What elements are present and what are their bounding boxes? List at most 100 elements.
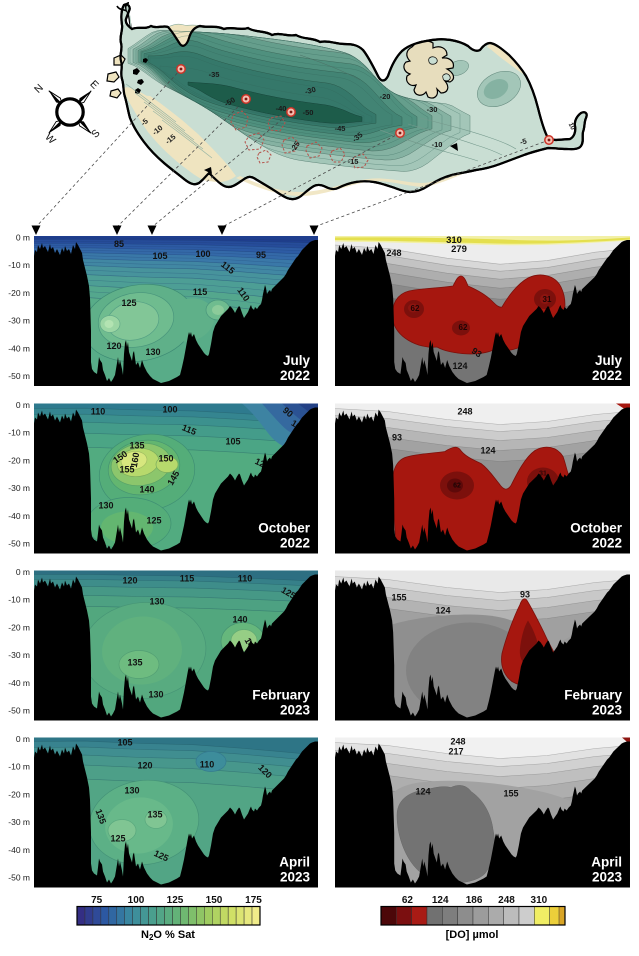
svg-text:130: 130 — [148, 690, 163, 700]
svg-text:124: 124 — [415, 787, 430, 797]
svg-text:October: October — [258, 521, 311, 536]
svg-text:-35: -35 — [209, 70, 220, 79]
svg-text:310: 310 — [446, 235, 462, 246]
svg-text:62: 62 — [411, 304, 420, 313]
svg-text:-15: -15 — [348, 157, 359, 166]
svg-text:0 m: 0 m — [16, 567, 30, 577]
svg-text:2022: 2022 — [592, 368, 622, 383]
svg-text:-5: -5 — [139, 116, 150, 127]
svg-text:217: 217 — [448, 747, 463, 757]
svg-text:135: 135 — [127, 658, 142, 668]
svg-text:115: 115 — [180, 574, 195, 584]
svg-text:105: 105 — [225, 437, 240, 447]
svg-text:85: 85 — [114, 239, 124, 249]
svg-text:130: 130 — [124, 786, 139, 796]
svg-text:90: 90 — [281, 405, 295, 419]
svg-text:2023: 2023 — [280, 870, 311, 885]
svg-text:100: 100 — [195, 249, 210, 259]
svg-text:62: 62 — [453, 483, 461, 490]
svg-text:-20: -20 — [380, 92, 391, 101]
svg-text:100: 100 — [162, 405, 177, 415]
svg-text:124: 124 — [480, 446, 495, 456]
svg-text:31: 31 — [539, 471, 547, 478]
svg-text:-10 m: -10 m — [8, 428, 30, 438]
svg-text:2022: 2022 — [280, 536, 310, 551]
svg-text:110: 110 — [200, 760, 215, 770]
svg-text:279: 279 — [451, 244, 467, 255]
svg-text:62: 62 — [459, 323, 468, 332]
svg-text:124: 124 — [452, 361, 467, 371]
svg-text:-10 m: -10 m — [8, 260, 30, 270]
svg-text:-50: -50 — [303, 108, 314, 117]
svg-text:10: 10 — [567, 122, 577, 132]
svg-text:-50 m: -50 m — [8, 371, 30, 381]
svg-text:2023: 2023 — [592, 870, 623, 885]
svg-text:124: 124 — [435, 606, 450, 616]
svg-text:62: 62 — [402, 895, 414, 906]
svg-text:75: 75 — [91, 895, 103, 906]
svg-text:-30: -30 — [304, 85, 317, 96]
svg-text:[DO] µmol: [DO] µmol — [446, 929, 499, 941]
svg-text:135: 135 — [147, 810, 162, 820]
svg-text:140: 140 — [232, 615, 247, 625]
svg-text:135: 135 — [129, 441, 144, 451]
svg-text:124: 124 — [432, 895, 449, 906]
svg-text:175: 175 — [245, 895, 262, 906]
svg-text:95: 95 — [256, 250, 266, 260]
svg-text:31: 31 — [543, 295, 552, 304]
svg-text:-30 m: -30 m — [8, 817, 30, 827]
svg-text:115: 115 — [193, 287, 208, 297]
svg-text:0 m: 0 m — [16, 400, 30, 410]
svg-text:125: 125 — [167, 895, 184, 906]
svg-text:-40 m: -40 m — [8, 343, 30, 353]
svg-text:130: 130 — [145, 347, 160, 357]
svg-text:105: 105 — [152, 251, 167, 261]
svg-text:160: 160 — [129, 452, 141, 469]
svg-text:February: February — [564, 688, 622, 703]
svg-text:2022: 2022 — [280, 368, 310, 383]
svg-text:-20 m: -20 m — [8, 288, 30, 298]
svg-text:-50 m: -50 m — [8, 539, 30, 549]
svg-text:155: 155 — [503, 789, 518, 799]
svg-text:93: 93 — [520, 590, 530, 600]
svg-text:155: 155 — [119, 465, 134, 475]
svg-text:2023: 2023 — [280, 703, 311, 718]
svg-text:150: 150 — [158, 454, 173, 464]
svg-text:125: 125 — [110, 834, 125, 844]
svg-text:-20 m: -20 m — [8, 789, 30, 799]
svg-text:-40 m: -40 m — [8, 845, 30, 855]
svg-text:120: 120 — [137, 761, 152, 771]
svg-text:110: 110 — [238, 574, 253, 584]
svg-text:July: July — [283, 353, 311, 368]
svg-text:April: April — [279, 855, 310, 870]
svg-text:100: 100 — [128, 895, 145, 906]
svg-text:248: 248 — [450, 737, 465, 747]
svg-text:-40 m: -40 m — [8, 511, 30, 521]
svg-text:July: July — [595, 353, 623, 368]
svg-text:186: 186 — [466, 895, 483, 906]
svg-text:130: 130 — [98, 501, 113, 511]
svg-text:-20 m: -20 m — [8, 455, 30, 465]
svg-text:130: 130 — [149, 597, 164, 607]
svg-text:-30 m: -30 m — [8, 483, 30, 493]
svg-text:2022: 2022 — [592, 536, 622, 551]
svg-text:-40: -40 — [276, 104, 287, 113]
svg-text:125: 125 — [121, 298, 136, 308]
svg-text:-20 m: -20 m — [8, 622, 30, 632]
svg-text:-10: -10 — [432, 140, 443, 149]
svg-text:October: October — [570, 521, 623, 536]
svg-text:310: 310 — [531, 895, 548, 906]
svg-text:125: 125 — [146, 516, 161, 526]
svg-text:120: 120 — [122, 576, 137, 586]
svg-text:0 m: 0 m — [16, 233, 30, 243]
svg-text:2023: 2023 — [592, 703, 623, 718]
svg-text:-10 m: -10 m — [8, 595, 30, 605]
svg-text:N2O % Sat: N2O % Sat — [141, 929, 195, 942]
svg-text:-40 m: -40 m — [8, 678, 30, 688]
svg-text:-10 m: -10 m — [8, 762, 30, 772]
svg-text:248: 248 — [498, 895, 515, 906]
svg-text:-50 m: -50 m — [8, 706, 30, 716]
svg-text:135: 135 — [94, 808, 109, 826]
svg-text:155: 155 — [391, 593, 406, 603]
svg-text:-30: -30 — [427, 105, 438, 114]
